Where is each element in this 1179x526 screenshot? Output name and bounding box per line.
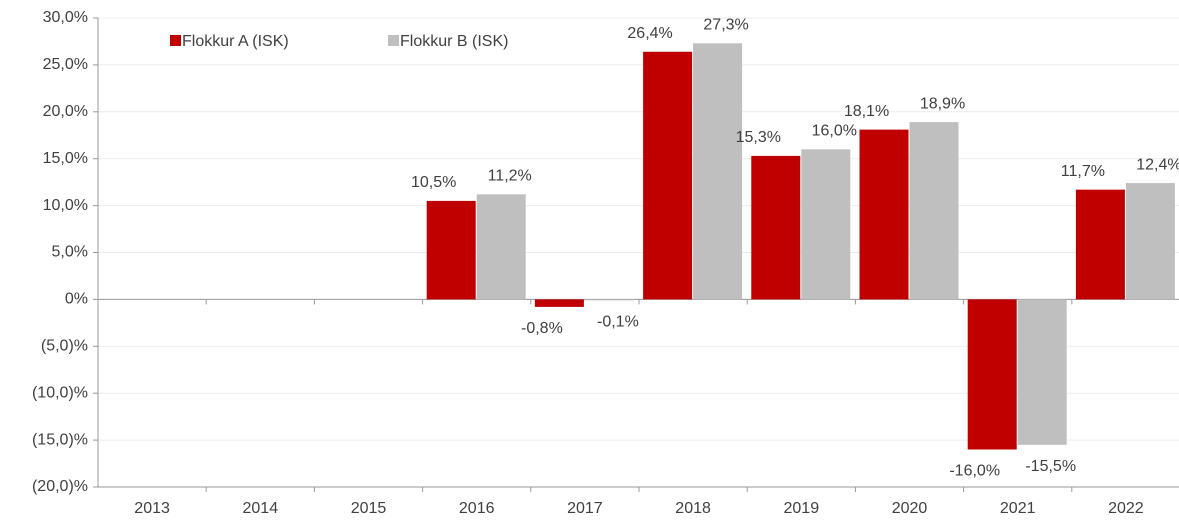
y-tick-label: 25,0%	[43, 56, 88, 73]
bar	[426, 200, 476, 300]
bar	[909, 122, 959, 300]
y-tick-label: (20,0)%	[32, 478, 88, 495]
bar	[967, 299, 1017, 450]
x-tick-label: 2018	[675, 500, 711, 517]
y-tick-label: 10,0%	[43, 197, 88, 214]
bar	[1017, 299, 1067, 445]
x-tick-label: 2013	[134, 500, 170, 517]
value-label: 15,3%	[736, 129, 781, 146]
bar	[693, 43, 743, 300]
value-label: 12,4%	[1136, 156, 1179, 173]
y-tick-label: (5,0)%	[41, 338, 88, 355]
x-tick-label: 2020	[892, 500, 928, 517]
bar	[1075, 189, 1125, 300]
legend-swatch	[170, 35, 181, 46]
value-label: 27,3%	[703, 17, 748, 34]
y-tick-label: (10,0)%	[32, 384, 88, 401]
value-label: -0,8%	[521, 320, 563, 337]
value-label: 18,9%	[920, 95, 965, 112]
value-label: -15,5%	[1025, 458, 1076, 475]
x-tick-label: 2017	[567, 500, 603, 517]
x-tick-label: 2021	[1000, 500, 1036, 517]
bar	[859, 129, 909, 300]
x-tick-label: 2022	[1108, 500, 1144, 517]
bar	[534, 299, 584, 307]
x-tick-label: 2014	[243, 500, 279, 517]
value-label: 11,7%	[1061, 163, 1105, 180]
x-tick-label: 2015	[351, 500, 387, 517]
value-label: 18,1%	[844, 103, 889, 120]
legend-label: Flokkur B (ISK)	[400, 33, 508, 50]
value-label: -16,0%	[949, 463, 1000, 480]
value-label: 11,2%	[488, 168, 532, 185]
y-tick-label: (15,0)%	[32, 431, 88, 448]
legend-swatch	[388, 35, 399, 46]
value-label: 26,4%	[627, 25, 672, 42]
x-tick-label: 2019	[784, 500, 820, 517]
y-tick-label: 20,0%	[43, 103, 88, 120]
bar	[751, 155, 801, 300]
value-label: 10,5%	[411, 174, 456, 191]
value-label: -0,1%	[597, 314, 639, 331]
bar	[476, 194, 526, 300]
y-tick-label: 15,0%	[43, 150, 88, 167]
y-tick-label: 0%	[65, 291, 88, 308]
bar	[1125, 183, 1175, 300]
value-label: 16,0%	[812, 123, 857, 140]
bar	[584, 299, 634, 301]
x-tick-label: 2016	[459, 500, 495, 517]
y-tick-label: 30,0%	[43, 9, 88, 26]
y-tick-label: 5,0%	[52, 244, 88, 261]
legend-label: Flokkur A (ISK)	[182, 33, 289, 50]
bar	[643, 51, 693, 300]
bar	[801, 149, 851, 300]
